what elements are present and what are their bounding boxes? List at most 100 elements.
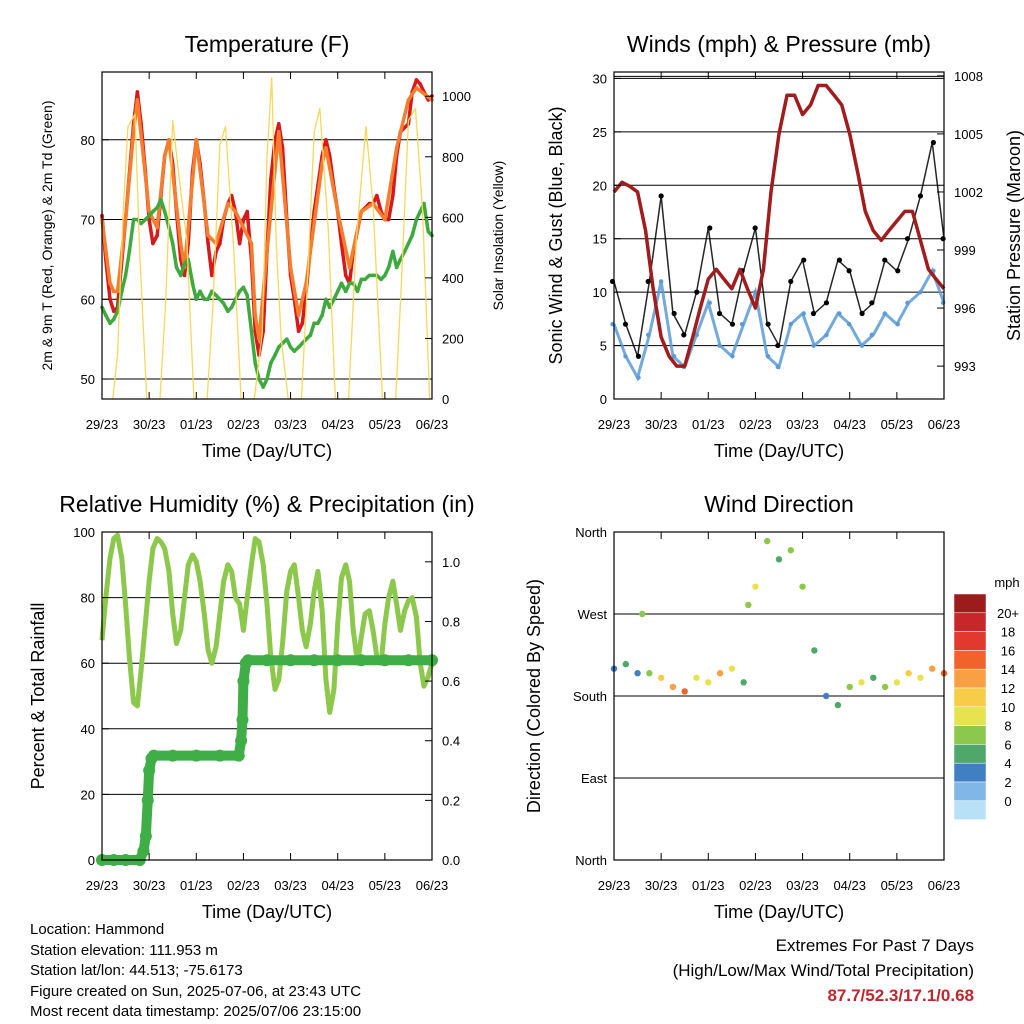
direction-point (775, 556, 783, 563)
temperature-point (418, 82, 423, 86)
temperature-point (115, 289, 120, 294)
temperature-point (190, 281, 195, 286)
temperature-point (233, 209, 238, 214)
temperature-y2label: Solar Insolation (Yellow) (490, 161, 506, 311)
colorbar-swatch (953, 687, 987, 708)
temperature-point (324, 297, 328, 302)
temperature-point (320, 313, 324, 318)
direction-title: Wind Direction (704, 491, 854, 517)
temperature-point (159, 197, 163, 202)
winds-xtick-label: 04/23 (833, 417, 866, 432)
humidity-y2tick-label: 1.0 (442, 555, 460, 570)
temperature-xtick-label: 29/23 (86, 417, 119, 432)
temperature-point (139, 221, 143, 226)
temperature-point (241, 225, 246, 230)
temperature-point (386, 217, 391, 222)
direction-ytick-label: West (578, 607, 608, 622)
temperature-point (123, 273, 128, 278)
humidity-series-line (99, 532, 435, 715)
station-info: Location: Hammond Station elevation: 111… (30, 920, 361, 1023)
temperature-xtick-label: 05/23 (369, 417, 402, 432)
temperature-point (167, 137, 171, 142)
colorbar-label: 2 (1004, 775, 1011, 790)
colorbar-swatch (953, 781, 987, 802)
extremes-values: 87.7/52.3/17.1/0.68 (827, 986, 974, 1005)
direction-point (705, 679, 712, 686)
winds-ylabel: Sonic Wind & Gust (Blue, Black) (546, 106, 566, 364)
temperature-point (406, 98, 411, 102)
humidity-xtick-label: 01/23 (180, 878, 213, 893)
temperature-point (410, 233, 415, 238)
temperature-series-line (112, 77, 431, 400)
station-location: Location: Hammond (30, 921, 165, 938)
colorbar-swatch (953, 593, 987, 614)
extremes-subtitle: (High/Low/Max Wind/Total Precipitation) (672, 961, 974, 980)
winds-title: Winds (mph) & Pressure (mb) (627, 31, 931, 57)
extremes-box: Extremes For Past 7 Days (High/Low/Max W… (673, 933, 974, 1008)
winds-y2tick-label: 1005 (954, 127, 983, 142)
temperature-point (324, 137, 328, 142)
temperature-point (178, 241, 183, 246)
temperature-point (288, 345, 293, 349)
temperature-panel: Temperature (F)5060708002004006008001000… (39, 31, 506, 461)
colorbar-label: 18 (1001, 625, 1015, 640)
temperature-ytick-label: 50 (81, 372, 95, 387)
temperature-point (210, 289, 214, 294)
colorbar-swatch (953, 650, 987, 670)
humidity-series-line (97, 655, 437, 865)
temperature-point (391, 193, 395, 198)
temperature-point (359, 277, 364, 282)
colorbar-label: 4 (1004, 756, 1011, 771)
humidity-panel: Relative Humidity (%) & Precipitation (i… (28, 491, 475, 922)
temperature-ytick-label: 60 (81, 292, 95, 307)
humidity-ytick-label: 0 (88, 853, 95, 868)
direction-ytick-label: East (581, 771, 607, 786)
direction-xtick-label: 06/23 (928, 878, 961, 893)
humidity-y2tick-label: 0.6 (442, 674, 460, 689)
direction-xtick-label: 02/23 (739, 878, 772, 893)
temperature-y2tick-label: 600 (442, 210, 464, 225)
direction-ytick-label: South (573, 689, 607, 704)
temperature-point (174, 265, 179, 270)
winds-y2tick-label: 1008 (954, 69, 983, 84)
temperature-ytick-label: 70 (81, 213, 95, 228)
temperature-point (300, 341, 305, 345)
colorbar-swatch (953, 800, 987, 820)
colorbar-swatch (953, 725, 987, 745)
temperature-point (237, 289, 242, 294)
humidity-ytick-label: 80 (81, 591, 95, 606)
temperature-point (273, 353, 277, 357)
humidity-y2tick-label: 0.8 (442, 614, 460, 629)
temperature-point (194, 297, 199, 302)
winds-xtick-label: 06/23 (928, 417, 961, 432)
humidity-y2tick-label: 0.4 (442, 734, 460, 749)
winds-y2tick-label: 996 (954, 301, 976, 316)
temperature-point (296, 329, 301, 334)
temperature-xtick-label: 30/23 (133, 417, 166, 432)
temperature-title: Temperature (F) (185, 31, 350, 57)
colorbar-label: 12 (1001, 681, 1015, 696)
temperature-point (155, 225, 159, 230)
direction-point (870, 674, 877, 681)
temperature-point (155, 233, 159, 238)
temperature-y2tick-label: 1000 (442, 89, 471, 104)
humidity-xtick-label: 04/23 (321, 878, 354, 893)
temperature-point (226, 309, 230, 314)
temperature-point (123, 217, 128, 222)
temperature-point (170, 241, 175, 246)
temperature-point (422, 201, 426, 206)
temperature-point (391, 249, 395, 254)
direction-xlabel: Time (Day/UTC) (714, 902, 844, 922)
temperature-point (245, 293, 249, 298)
temperature-point (273, 137, 277, 142)
colorbar-swatch (953, 706, 987, 726)
humidity-xtick-label: 06/23 (416, 878, 449, 893)
temperature-point (327, 305, 332, 310)
direction-point (905, 670, 912, 677)
temperature-point (265, 377, 269, 381)
temperature-point (335, 209, 340, 214)
temperature-point (131, 217, 136, 222)
direction-xtick-label: 30/23 (645, 878, 678, 893)
temperature-point (249, 329, 254, 334)
temperature-point (312, 321, 316, 326)
